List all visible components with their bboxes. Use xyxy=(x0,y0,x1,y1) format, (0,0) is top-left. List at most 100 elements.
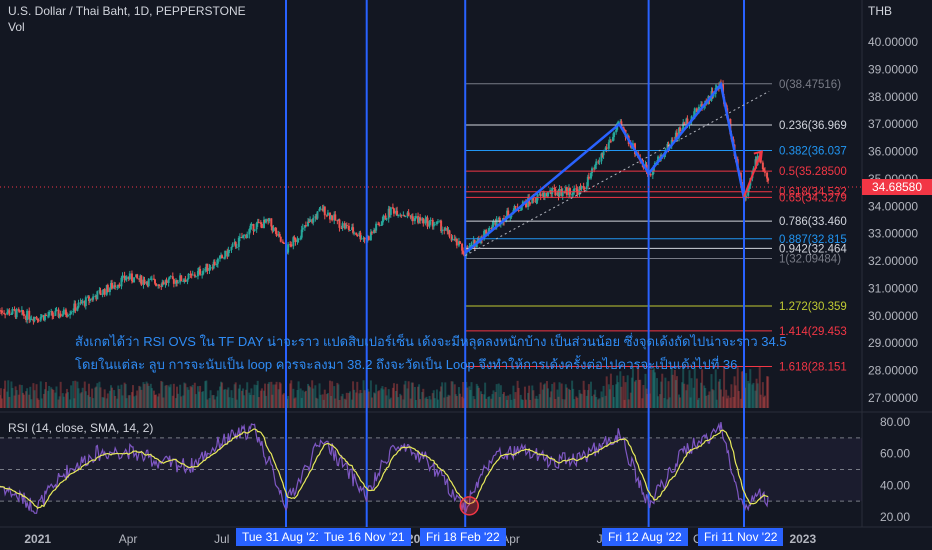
candle-body xyxy=(157,284,160,286)
volume-bar xyxy=(593,394,596,408)
candle-body xyxy=(177,282,180,284)
fib-level-label: 0(38.47516) xyxy=(779,79,841,91)
volume-bar xyxy=(491,394,494,408)
volume-bar xyxy=(33,390,36,408)
date-label-2: Tue 16 Nov '21 xyxy=(318,528,411,546)
volume-bar xyxy=(72,381,75,408)
candle-body xyxy=(377,223,380,225)
volume-bar xyxy=(13,395,16,408)
candle-body xyxy=(455,238,458,246)
candle-body xyxy=(162,282,165,285)
candle-body xyxy=(378,224,381,226)
volume-bar xyxy=(337,384,340,408)
volume-bar xyxy=(36,398,39,408)
candle-body xyxy=(598,161,601,163)
volume-bar xyxy=(567,388,570,408)
candle-body xyxy=(121,275,124,278)
volume-bar xyxy=(161,381,164,408)
volume-bar xyxy=(564,384,567,408)
candle-body xyxy=(572,192,575,195)
volume-bar xyxy=(756,383,759,408)
candle-body xyxy=(419,217,422,221)
candle-body xyxy=(469,245,472,247)
fib-level-label: 1.272(30.359 xyxy=(779,301,847,313)
volume-bar xyxy=(671,374,674,408)
candle-body xyxy=(102,289,105,294)
volume-bar xyxy=(682,366,685,408)
volume-bar xyxy=(597,399,600,408)
candle-body xyxy=(595,161,598,166)
candle-body xyxy=(84,297,87,306)
candle-body xyxy=(8,310,11,315)
volume-bar xyxy=(598,398,601,408)
volume-bar xyxy=(710,374,713,408)
volume-bar xyxy=(218,386,221,408)
candle-body xyxy=(391,207,394,209)
volume-bar xyxy=(396,383,399,408)
volume-bar xyxy=(253,384,256,408)
volume-bar xyxy=(556,389,559,408)
volume-bar xyxy=(580,394,583,408)
volume-bar xyxy=(767,376,770,408)
candle-body xyxy=(697,106,700,111)
candle-body xyxy=(454,238,457,240)
volume-bar xyxy=(446,396,449,408)
date-label-5: Fri 11 Nov '22 xyxy=(698,528,784,546)
candle-body xyxy=(13,309,16,311)
candle-body xyxy=(77,302,80,308)
volume-bar xyxy=(113,390,116,408)
volume-bar xyxy=(681,382,684,408)
candle-body xyxy=(678,127,681,138)
candle-body xyxy=(578,186,581,195)
candle-body xyxy=(278,233,281,237)
volume-bar xyxy=(65,388,68,408)
rsi-band-fill xyxy=(0,437,862,502)
volume-bar xyxy=(479,391,482,408)
volume-bar xyxy=(18,384,21,408)
candle-body xyxy=(262,219,265,229)
candle-body xyxy=(563,192,566,194)
candle-body xyxy=(286,249,289,253)
volume-bar xyxy=(468,386,471,408)
candle-body xyxy=(557,192,560,197)
volume-bar xyxy=(0,398,3,408)
candle-body xyxy=(304,225,307,227)
volume-bar xyxy=(440,386,443,408)
candle-body xyxy=(4,313,7,315)
volume-bar xyxy=(318,383,321,408)
volume-bar xyxy=(231,397,234,408)
volume-bar xyxy=(98,381,101,408)
candle-body xyxy=(208,267,211,271)
candle-body xyxy=(497,217,500,220)
volume-bar xyxy=(8,396,11,408)
volume-bar xyxy=(347,393,350,408)
candle-body xyxy=(440,220,443,232)
volume-bar xyxy=(171,395,174,408)
volume-bar xyxy=(424,398,427,408)
volume-bar xyxy=(62,396,65,408)
volume-bar xyxy=(409,398,412,408)
volume-bar xyxy=(32,383,35,408)
candle-body xyxy=(325,215,328,217)
rsi-tick-label: 60.00 xyxy=(880,447,910,461)
candle-body xyxy=(406,212,409,217)
candle-body xyxy=(564,187,567,194)
volume-bar xyxy=(752,382,755,408)
volume-bar xyxy=(340,396,343,408)
candle-body xyxy=(761,162,764,170)
volume-bar xyxy=(187,389,190,408)
candle-body xyxy=(29,319,32,321)
candle-body xyxy=(226,250,229,257)
volume-bar xyxy=(10,381,13,408)
candle-body xyxy=(152,278,155,280)
time-tick-label: Apr xyxy=(501,532,520,546)
candle-body xyxy=(64,309,67,315)
volume-bar xyxy=(704,388,707,408)
volume-bar xyxy=(265,395,268,408)
volume-bar xyxy=(190,387,193,408)
candle-body xyxy=(447,230,450,232)
candle-body xyxy=(3,312,6,314)
volume-bar xyxy=(402,399,405,408)
volume-bar xyxy=(331,381,334,408)
candle-body xyxy=(179,275,182,283)
